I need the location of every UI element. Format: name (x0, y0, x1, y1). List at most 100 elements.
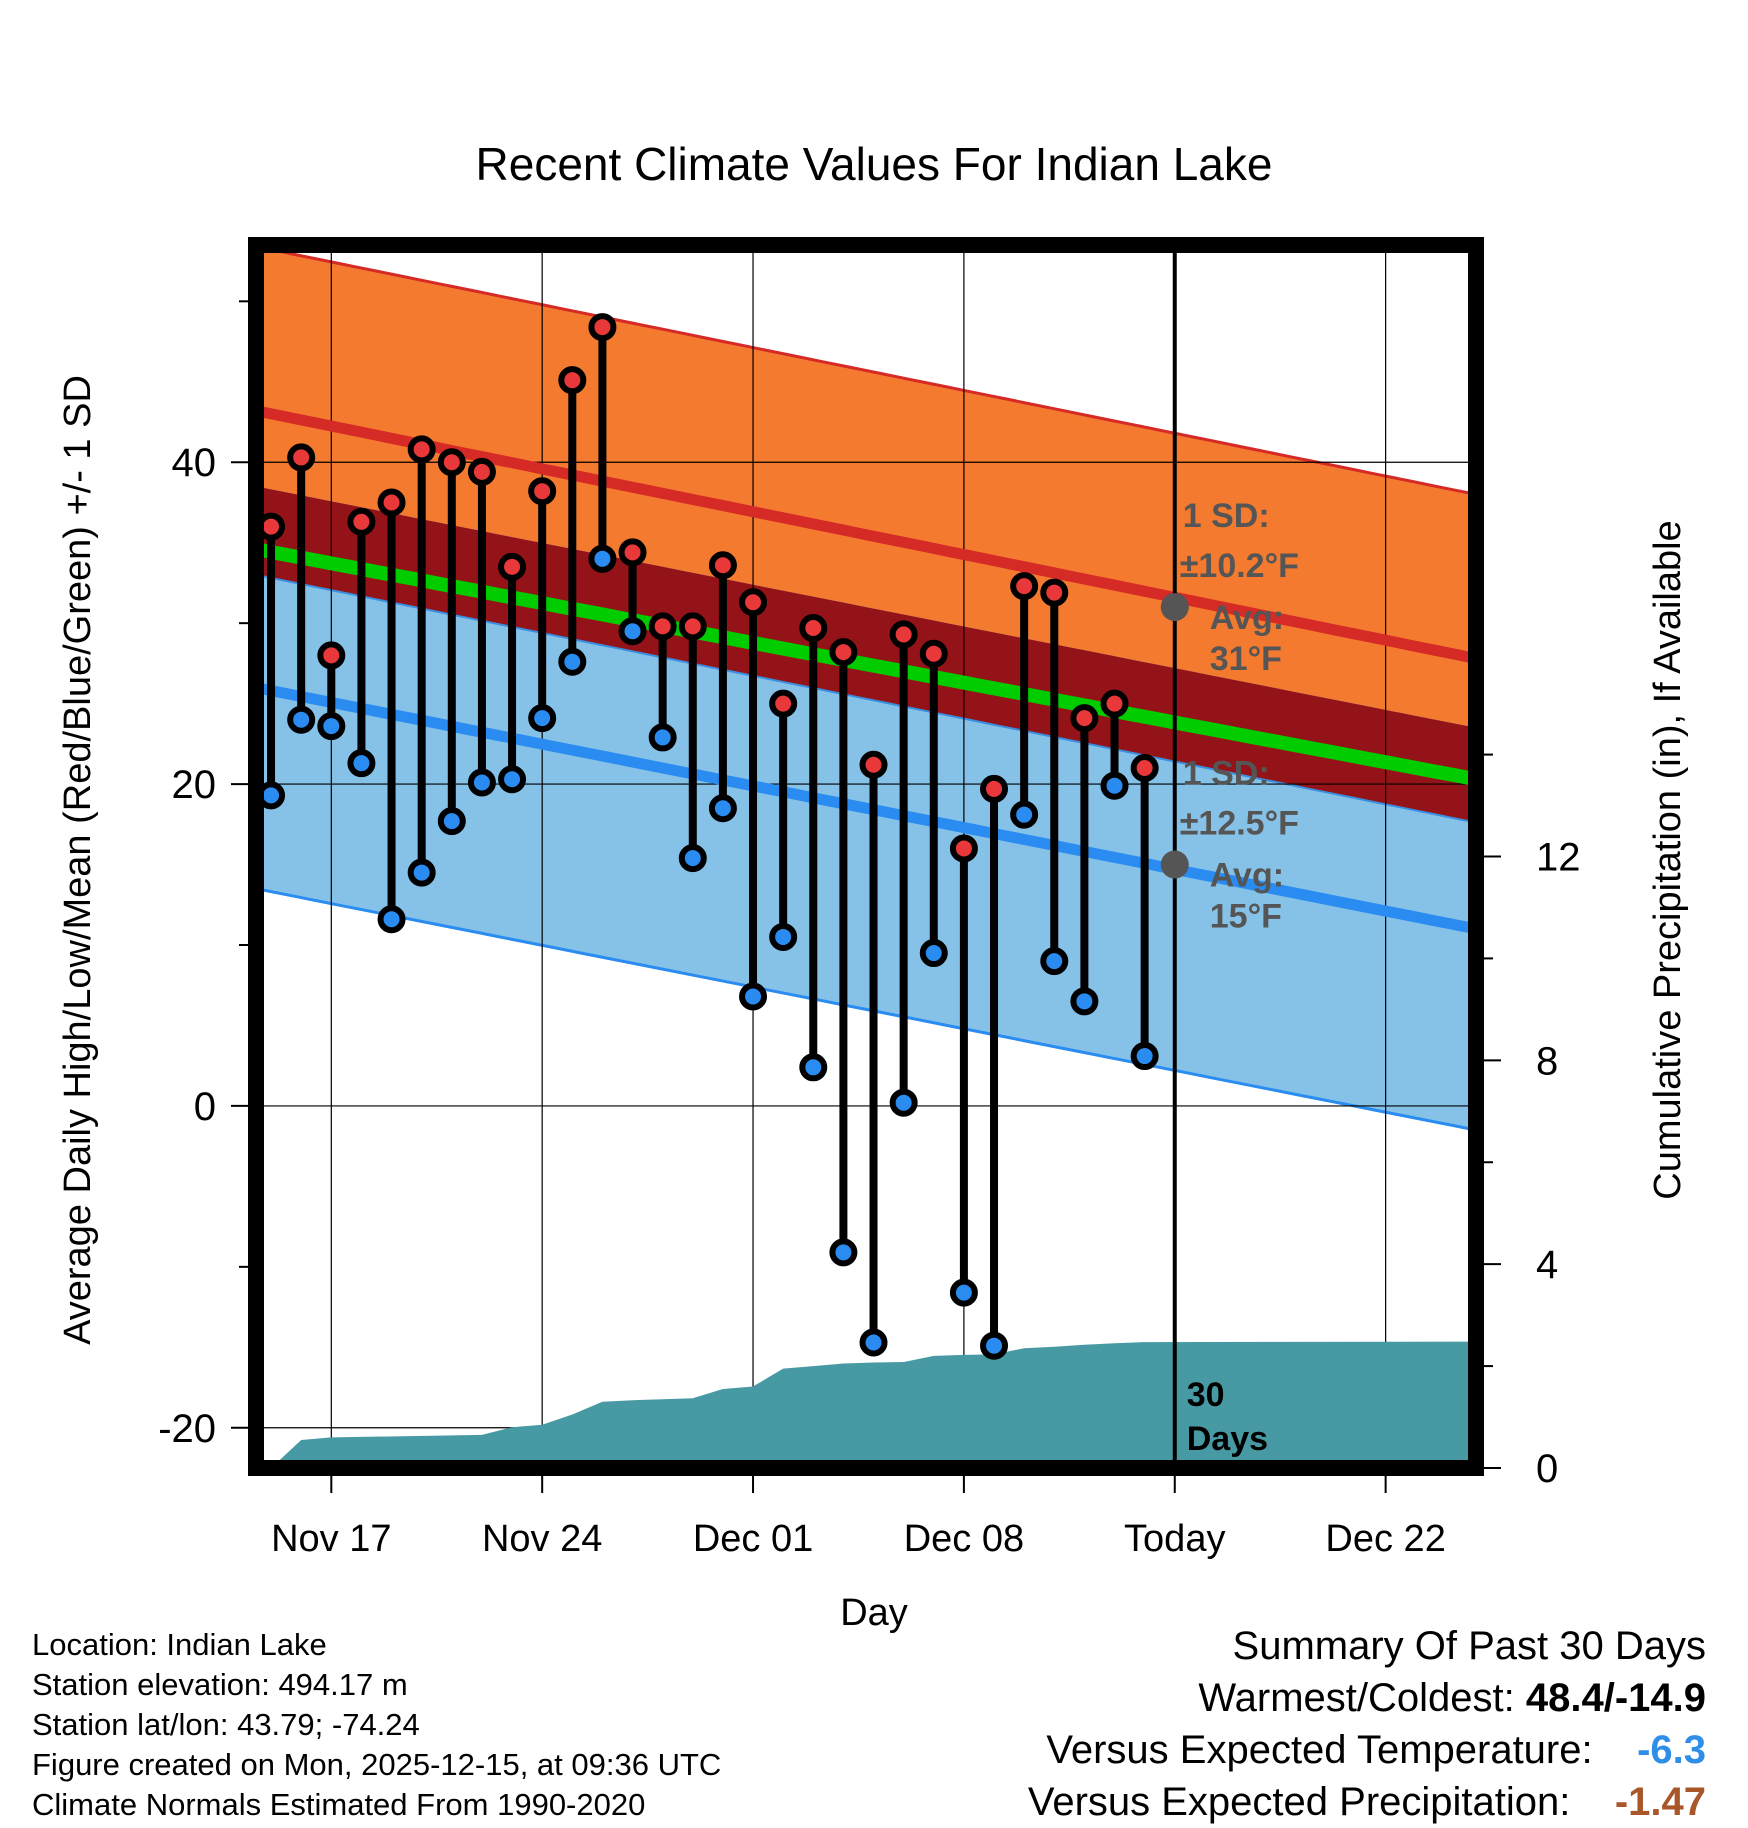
y2-axis-label: Cumulative Precipitation (in), If Availa… (1647, 520, 1689, 1199)
expected-temp-label: Versus Expected Temperature: (1046, 1728, 1604, 1772)
y2-tick-label: 4 (1536, 1243, 1558, 1287)
precip-days-word: Days (1187, 1420, 1268, 1458)
daily-markers (257, 313, 1159, 1360)
high-marker (498, 552, 527, 581)
high-marker (1040, 578, 1069, 607)
high-marker (889, 620, 918, 649)
low-marker (739, 982, 768, 1011)
high-marker (558, 366, 587, 395)
low-marker (980, 1331, 1009, 1360)
x-tick-label: Dec 08 (904, 1518, 1024, 1560)
y-tick-label: 20 (172, 763, 217, 807)
y2-tick-label: 0 (1536, 1447, 1558, 1491)
low-marker (498, 765, 527, 794)
low-marker (708, 794, 737, 823)
high-avg-label: Avg: (1210, 599, 1284, 637)
high-avg-value: 31°F (1210, 640, 1282, 678)
summary-panel: Summary Of Past 30 Days Warmest/Coldest:… (1028, 1620, 1706, 1828)
climate-normals-period: Climate Normals Estimated From 1990-2020 (32, 1787, 646, 1822)
low-marker (1040, 947, 1069, 976)
y-axis-label: Average Daily High/Low/Mean (Red/Blue/Gr… (57, 375, 99, 1345)
low-marker (317, 712, 346, 741)
high-marker (799, 613, 828, 642)
x-tick-label: Nov 17 (271, 1518, 391, 1560)
high-marker (829, 638, 858, 667)
low-marker (648, 723, 677, 752)
expected-precip-value: -1.47 (1614, 1780, 1706, 1824)
high-sd-label: 1 SD: (1183, 497, 1270, 535)
x-tick-label: Today (1124, 1518, 1225, 1560)
station-latlon: Station lat/lon: 43.79; -74.24 (32, 1707, 420, 1742)
low-marker (437, 807, 466, 836)
low-sd-label: 1 SD: (1183, 755, 1270, 793)
y2-tick-label: 8 (1536, 1039, 1558, 1083)
low-marker (528, 704, 557, 733)
high-marker (648, 612, 677, 641)
normal-bands (255, 245, 1477, 1132)
low-marker (678, 844, 707, 873)
high-sd-value: ±10.2°F (1180, 547, 1299, 585)
figure-created: Figure created on Mon, 2025-12-15, at 09… (32, 1747, 722, 1782)
high-marker (769, 689, 798, 718)
high-marker (317, 641, 346, 670)
expected-precip-label: Versus Expected Precipitation: (1027, 1780, 1582, 1824)
low-marker (949, 1278, 978, 1307)
high-marker (407, 435, 436, 464)
high-marker (739, 588, 768, 617)
high-marker (919, 639, 948, 668)
avg-mean-line (254, 542, 1478, 787)
today-high-avg-dot (1160, 593, 1189, 622)
station-info: Location: Indian Lake Station elevation:… (32, 1625, 721, 1825)
station-elevation: Station elevation: 494.17 m (32, 1667, 408, 1702)
high-marker (1130, 753, 1159, 782)
high-marker (347, 507, 376, 536)
x-tick-label: Dec 22 (1325, 1518, 1445, 1560)
low-marker (287, 705, 316, 734)
low-sd-value: ±12.5°F (1180, 805, 1299, 843)
expected-temp-value: -6.3 (1637, 1728, 1706, 1772)
low-marker (588, 544, 617, 573)
high-marker (618, 538, 647, 567)
low-marker (347, 749, 376, 778)
y-tick-label: 40 (172, 441, 217, 485)
warmest-coldest-value: 48.4/-14.9 (1525, 1676, 1706, 1720)
cumulative-precip-area (271, 1341, 1476, 1468)
low-avg-value: 15°F (1210, 898, 1282, 936)
y-tick-label: 0 (194, 1085, 216, 1129)
low-marker (618, 617, 647, 646)
low-marker (919, 939, 948, 968)
today-low-avg-dot (1160, 850, 1189, 879)
low-marker (1130, 1042, 1159, 1071)
low-marker (377, 905, 406, 934)
avg-low-line (254, 682, 1478, 935)
precipitation-area (271, 1341, 1476, 1468)
high-marker (1070, 704, 1099, 733)
high-marker (1100, 689, 1129, 718)
high-marker (287, 443, 316, 472)
low-marker (1010, 800, 1039, 829)
high-marker (467, 457, 496, 486)
x-tick-label: Nov 24 (482, 1518, 602, 1560)
low-avg-label: Avg: (1210, 857, 1284, 895)
high-marker (1010, 572, 1039, 601)
high-marker (377, 488, 406, 517)
axes: Nov 17 Nov 24 Dec 01 Dec 08 Today Dec 22 -20 0 2… (158, 237, 1581, 1560)
high-marker (437, 448, 466, 477)
low-marker (859, 1328, 888, 1357)
chart-title: Recent Climate Values For Indian Lake (476, 138, 1273, 190)
warmest-coldest-label: Warmest/Coldest: (1198, 1676, 1526, 1720)
y2-tick-label: 12 (1536, 836, 1581, 880)
low-marker (1100, 771, 1129, 800)
high-marker (708, 551, 737, 580)
low-marker (407, 858, 436, 887)
high-marker (588, 313, 617, 342)
low-marker (829, 1238, 858, 1267)
low-marker (769, 922, 798, 951)
high-marker (528, 477, 557, 506)
low-marker (889, 1088, 918, 1117)
high-marker (980, 774, 1009, 803)
overlap-band (256, 486, 1476, 823)
expected-temp-row: Versus Expected Temperature: -6.3 (1028, 1724, 1706, 1776)
